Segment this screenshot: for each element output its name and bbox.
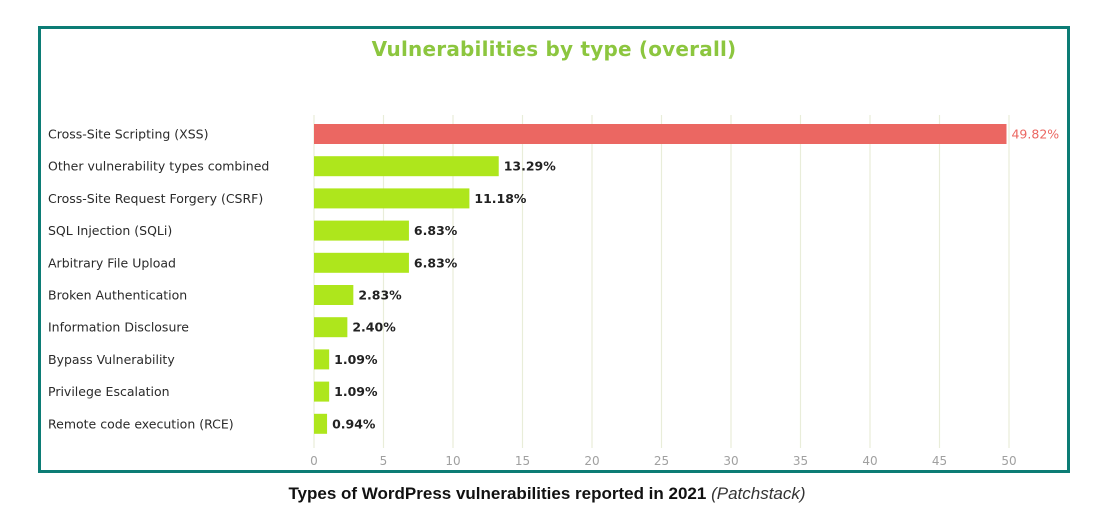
chart-title: Vulnerabilities by type (overall) xyxy=(371,37,737,61)
value-label: 6.83% xyxy=(414,223,458,238)
x-tick-label: 35 xyxy=(793,454,808,468)
value-label: 6.83% xyxy=(414,255,458,270)
value-label: 1.09% xyxy=(334,352,378,367)
value-label: 11.18% xyxy=(474,191,527,206)
bar xyxy=(314,252,409,273)
category-label: Cross-Site Request Forgery (CSRF) xyxy=(48,191,263,206)
bar xyxy=(314,381,330,402)
bar xyxy=(314,349,330,370)
x-tick-label: 40 xyxy=(862,454,877,468)
bar xyxy=(314,220,409,241)
bar xyxy=(314,285,354,305)
value-label: 49.82% xyxy=(1011,127,1059,142)
x-tick-label: 45 xyxy=(932,454,947,468)
bar xyxy=(314,156,499,177)
category-label: Broken Authentication xyxy=(48,288,187,303)
x-tick-label: 0 xyxy=(310,454,318,468)
category-label: Arbitrary File Upload xyxy=(48,255,176,270)
value-label: 2.83% xyxy=(358,288,402,303)
category-label: Other vulnerability types combined xyxy=(48,159,269,174)
value-label: 1.09% xyxy=(334,384,378,399)
x-tick-label: 5 xyxy=(380,454,388,468)
value-label: 0.94% xyxy=(332,416,376,431)
bar xyxy=(314,317,348,338)
figure-caption: Types of WordPress vulnerabilities repor… xyxy=(0,484,1094,504)
caption-source: (Patchstack) xyxy=(711,484,806,503)
chart-frame: Vulnerabilities by type (overall) xyxy=(38,26,1070,473)
category-label: Remote code execution (RCE) xyxy=(48,416,234,431)
bar xyxy=(314,413,328,434)
x-tick-label: 30 xyxy=(723,454,738,468)
category-label: Cross-Site Scripting (XSS) xyxy=(48,127,209,142)
category-label: Bypass Vulnerability xyxy=(48,352,175,367)
bar xyxy=(314,124,1007,144)
bar xyxy=(314,188,470,209)
x-tick-label: 15 xyxy=(515,454,530,468)
value-label: 13.29% xyxy=(504,159,557,174)
x-tick-label: 20 xyxy=(584,454,599,468)
category-label: SQL Injection (SQLi) xyxy=(48,223,172,238)
caption-text: Types of WordPress vulnerabilities repor… xyxy=(288,484,707,503)
category-label: Information Disclosure xyxy=(48,320,189,335)
x-tick-label: 50 xyxy=(1001,454,1016,468)
category-label: Privilege Escalation xyxy=(48,384,170,399)
x-tick-label: 10 xyxy=(445,454,460,468)
x-tick-label: 25 xyxy=(654,454,669,468)
value-label: 2.40% xyxy=(352,320,396,335)
